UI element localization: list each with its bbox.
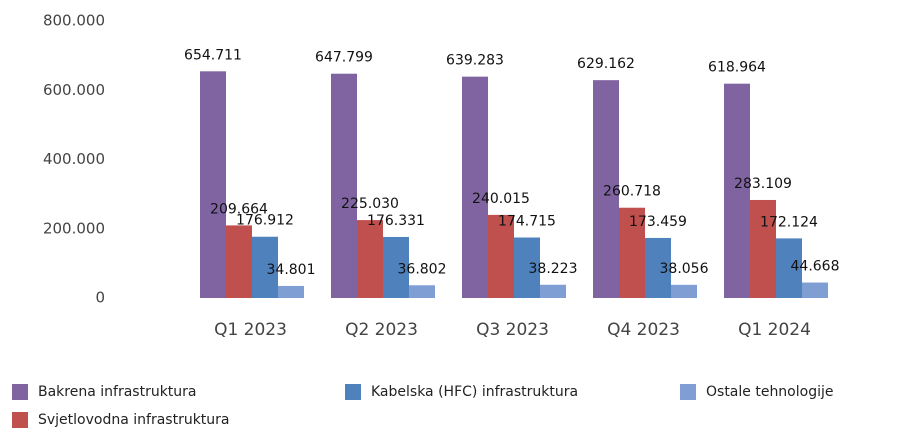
value-label: 38.223 bbox=[529, 261, 578, 277]
bar bbox=[514, 237, 540, 298]
bar bbox=[593, 80, 619, 299]
y-tick-label: 400.000 bbox=[43, 150, 105, 168]
value-label: 176.912 bbox=[236, 213, 294, 229]
bar bbox=[724, 83, 750, 298]
bar bbox=[802, 282, 828, 298]
bar bbox=[278, 285, 304, 298]
bar bbox=[671, 284, 697, 298]
legend-swatch bbox=[12, 412, 28, 428]
value-label: 629.162 bbox=[577, 56, 635, 72]
bar bbox=[488, 214, 514, 298]
bar bbox=[750, 199, 776, 298]
value-label: 44.668 bbox=[791, 259, 840, 275]
value-label: 639.283 bbox=[446, 53, 504, 69]
x-tick-label: Q3 2023 bbox=[476, 320, 549, 340]
value-label: 654.711 bbox=[184, 47, 242, 63]
y-tick-label: 200.000 bbox=[43, 219, 105, 237]
bar bbox=[619, 207, 645, 298]
y-tick-label: 0 bbox=[95, 289, 105, 307]
bar bbox=[331, 73, 357, 299]
bar bbox=[645, 237, 671, 298]
value-label: 283.109 bbox=[734, 176, 792, 192]
bar bbox=[200, 71, 226, 299]
x-tick-label: Q1 2024 bbox=[738, 320, 811, 340]
value-label: 36.802 bbox=[398, 261, 447, 277]
legend-label: Bakrena infrastruktura bbox=[38, 384, 197, 400]
bar bbox=[409, 285, 435, 298]
value-label: 225.030 bbox=[341, 196, 399, 212]
value-label: 172.124 bbox=[760, 214, 818, 230]
legend-label: Ostale tehnologije bbox=[706, 384, 833, 400]
value-label: 618.964 bbox=[708, 60, 766, 76]
bar bbox=[462, 76, 488, 299]
value-label: 173.459 bbox=[629, 214, 687, 230]
bar bbox=[226, 225, 252, 298]
bar bbox=[776, 238, 802, 298]
value-label: 260.718 bbox=[603, 184, 661, 200]
value-label: 240.015 bbox=[472, 191, 530, 207]
value-label: 38.056 bbox=[660, 261, 709, 277]
bar bbox=[252, 236, 278, 298]
bar bbox=[383, 236, 409, 298]
x-tick-label: Q4 2023 bbox=[607, 320, 680, 340]
y-tick-label: 600.000 bbox=[43, 81, 105, 99]
value-label: 34.801 bbox=[267, 262, 316, 278]
y-tick-label: 800.000 bbox=[43, 12, 105, 30]
legend-label: Svjetlovodna infrastruktura bbox=[38, 412, 230, 428]
x-tick-label: Q2 2023 bbox=[345, 320, 418, 340]
x-tick-label: Q1 2023 bbox=[214, 320, 287, 340]
value-label: 176.331 bbox=[367, 213, 425, 229]
value-label: 647.799 bbox=[315, 50, 373, 66]
bar bbox=[357, 220, 383, 298]
legend-swatch bbox=[680, 384, 696, 400]
legend-swatch bbox=[345, 384, 361, 400]
value-label: 209.664 bbox=[210, 201, 268, 217]
bar bbox=[540, 284, 566, 298]
legend-swatch bbox=[12, 384, 28, 400]
legend-label: Kabelska (HFC) infrastruktura bbox=[371, 384, 578, 400]
value-label: 174.715 bbox=[498, 214, 556, 230]
